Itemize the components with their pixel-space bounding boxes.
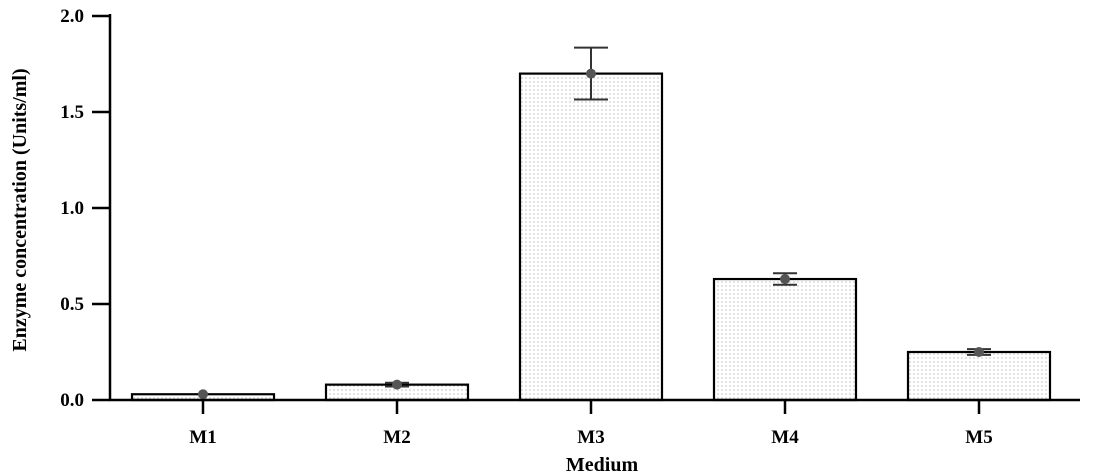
bars-group [130, 72, 1052, 402]
error-bars-group [385, 46, 991, 388]
x-tick-label: M2 [383, 427, 410, 448]
x-ticks-group: M1 M2 M3 M4 M5 [189, 400, 993, 448]
x-tick-label: M5 [965, 427, 992, 448]
mean-point-M3 [586, 68, 596, 79]
bar-M5 [906, 350, 1052, 402]
y-tick-label: 1.0 [60, 198, 84, 219]
y-axis-title: Enzyme concentration (Units/ml) [9, 68, 31, 351]
x-tick-label: M4 [771, 427, 799, 448]
mean-point-M2 [392, 379, 402, 390]
mean-point-M1 [198, 389, 208, 400]
x-tick-label: M3 [577, 427, 604, 448]
x-axis-title: Medium [566, 454, 639, 476]
bar-M4 [712, 277, 858, 402]
y-tick-label: 2.0 [60, 6, 84, 27]
mean-point-M5 [974, 347, 984, 357]
mean-point-M4 [780, 274, 790, 285]
bar-M3 [518, 72, 664, 402]
y-tick-label: 0.0 [60, 390, 84, 411]
y-tick-label: 1.5 [60, 102, 84, 123]
mean-points-group [198, 68, 984, 400]
y-ticks-group: 0.0 0.5 1.0 1.5 2.0 [60, 6, 110, 411]
x-tick-label: M1 [189, 427, 216, 448]
y-tick-label: 0.5 [60, 294, 84, 315]
